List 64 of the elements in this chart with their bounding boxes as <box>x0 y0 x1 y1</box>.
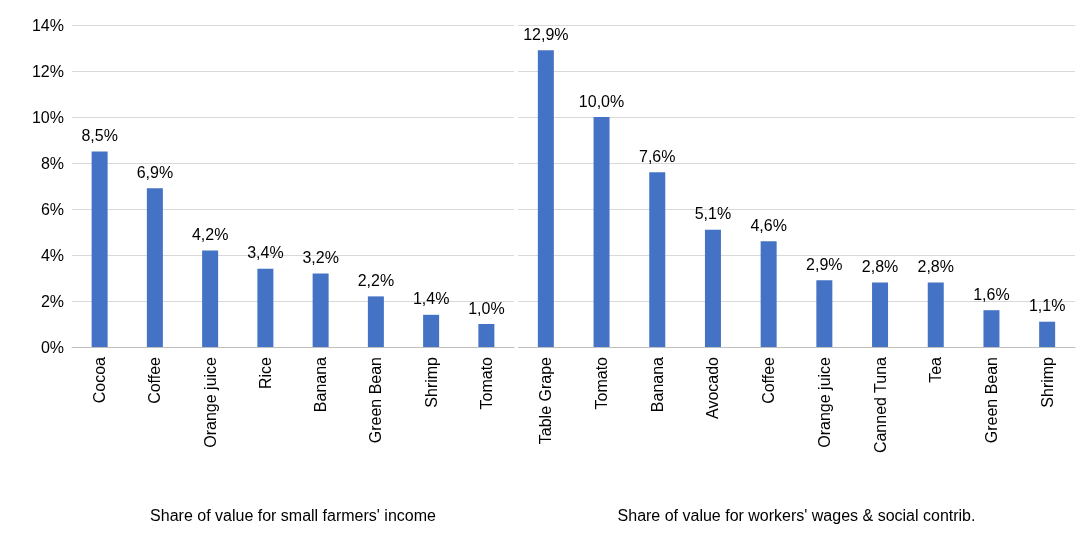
bar <box>593 117 610 347</box>
data-label: 10,0% <box>578 92 625 110</box>
x-tick-label: Orange juice <box>201 356 219 448</box>
x-tick-label: Cocoa <box>91 356 109 404</box>
x-tick-label: Shrimp <box>1038 356 1056 408</box>
y-tick-label: 2% <box>40 292 64 310</box>
x-tick-label: Banana <box>312 356 330 413</box>
data-label: 3,4% <box>247 244 284 262</box>
bar <box>649 172 666 347</box>
y-tick-label: 14% <box>31 16 64 34</box>
data-label: 2,8% <box>861 258 899 276</box>
x-tick-label: Tomato <box>593 356 611 410</box>
x-tick-label: Green Bean <box>982 357 1000 444</box>
data-label: 2,9% <box>806 255 843 273</box>
bar <box>816 280 833 347</box>
bar <box>423 314 440 347</box>
y-tick-label: 6% <box>40 200 64 218</box>
bar <box>537 50 554 347</box>
x-tick-label: Table Grape <box>537 356 555 445</box>
bar <box>257 268 274 347</box>
x-tick-label: Coffee <box>146 356 164 404</box>
data-label: 7,6% <box>639 147 676 165</box>
bar <box>91 151 108 347</box>
bar <box>704 229 721 347</box>
data-label: 4,2% <box>191 225 229 243</box>
data-label: 5,1% <box>694 205 732 223</box>
x-tick-label: Banana <box>648 356 666 413</box>
x-tick-label: Orange juice <box>815 356 833 448</box>
x-tick-label: Green Bean <box>367 357 385 444</box>
y-tick-label: 0% <box>40 338 64 356</box>
x-axis-title: Share of value for small farmers' income <box>150 506 437 524</box>
data-label: 2,8% <box>917 258 954 276</box>
bar <box>872 282 889 347</box>
y-tick-label: 8% <box>40 154 64 172</box>
bar <box>202 250 219 347</box>
data-label: 6,9% <box>136 163 174 181</box>
bar <box>367 296 384 347</box>
x-tick-label: Canned Tuna <box>871 356 889 454</box>
data-label: 1,0% <box>468 299 505 317</box>
data-label: 3,2% <box>302 248 339 266</box>
data-label: 4,6% <box>750 216 787 234</box>
data-label: 1,4% <box>412 290 450 308</box>
bar <box>1039 321 1056 347</box>
bar <box>312 273 329 347</box>
x-axis-title: Share of value for workers' wages & social contrib. <box>617 506 976 524</box>
x-tick-label: Coffee <box>760 356 778 404</box>
y-tick-label: 4% <box>40 246 64 264</box>
x-tick-label: Tea <box>927 356 945 383</box>
y-tick-label: 12% <box>31 62 64 80</box>
data-label: 12,9% <box>523 25 569 43</box>
x-tick-label: Shrimp <box>422 356 440 408</box>
x-tick-label: Rice <box>256 356 274 390</box>
data-label: 8,5% <box>81 127 118 144</box>
data-label: 1,1% <box>1028 297 1066 315</box>
data-label: 1,6% <box>973 285 1010 303</box>
data-label: 2,2% <box>357 271 395 289</box>
y-tick-label: 10% <box>31 108 64 126</box>
bar <box>760 241 777 347</box>
bar <box>927 282 944 347</box>
bar <box>146 188 163 347</box>
bar <box>983 310 1000 347</box>
x-tick-label: Avocado <box>704 356 722 419</box>
bar <box>478 324 495 347</box>
x-tick-label: Tomato <box>477 356 495 410</box>
